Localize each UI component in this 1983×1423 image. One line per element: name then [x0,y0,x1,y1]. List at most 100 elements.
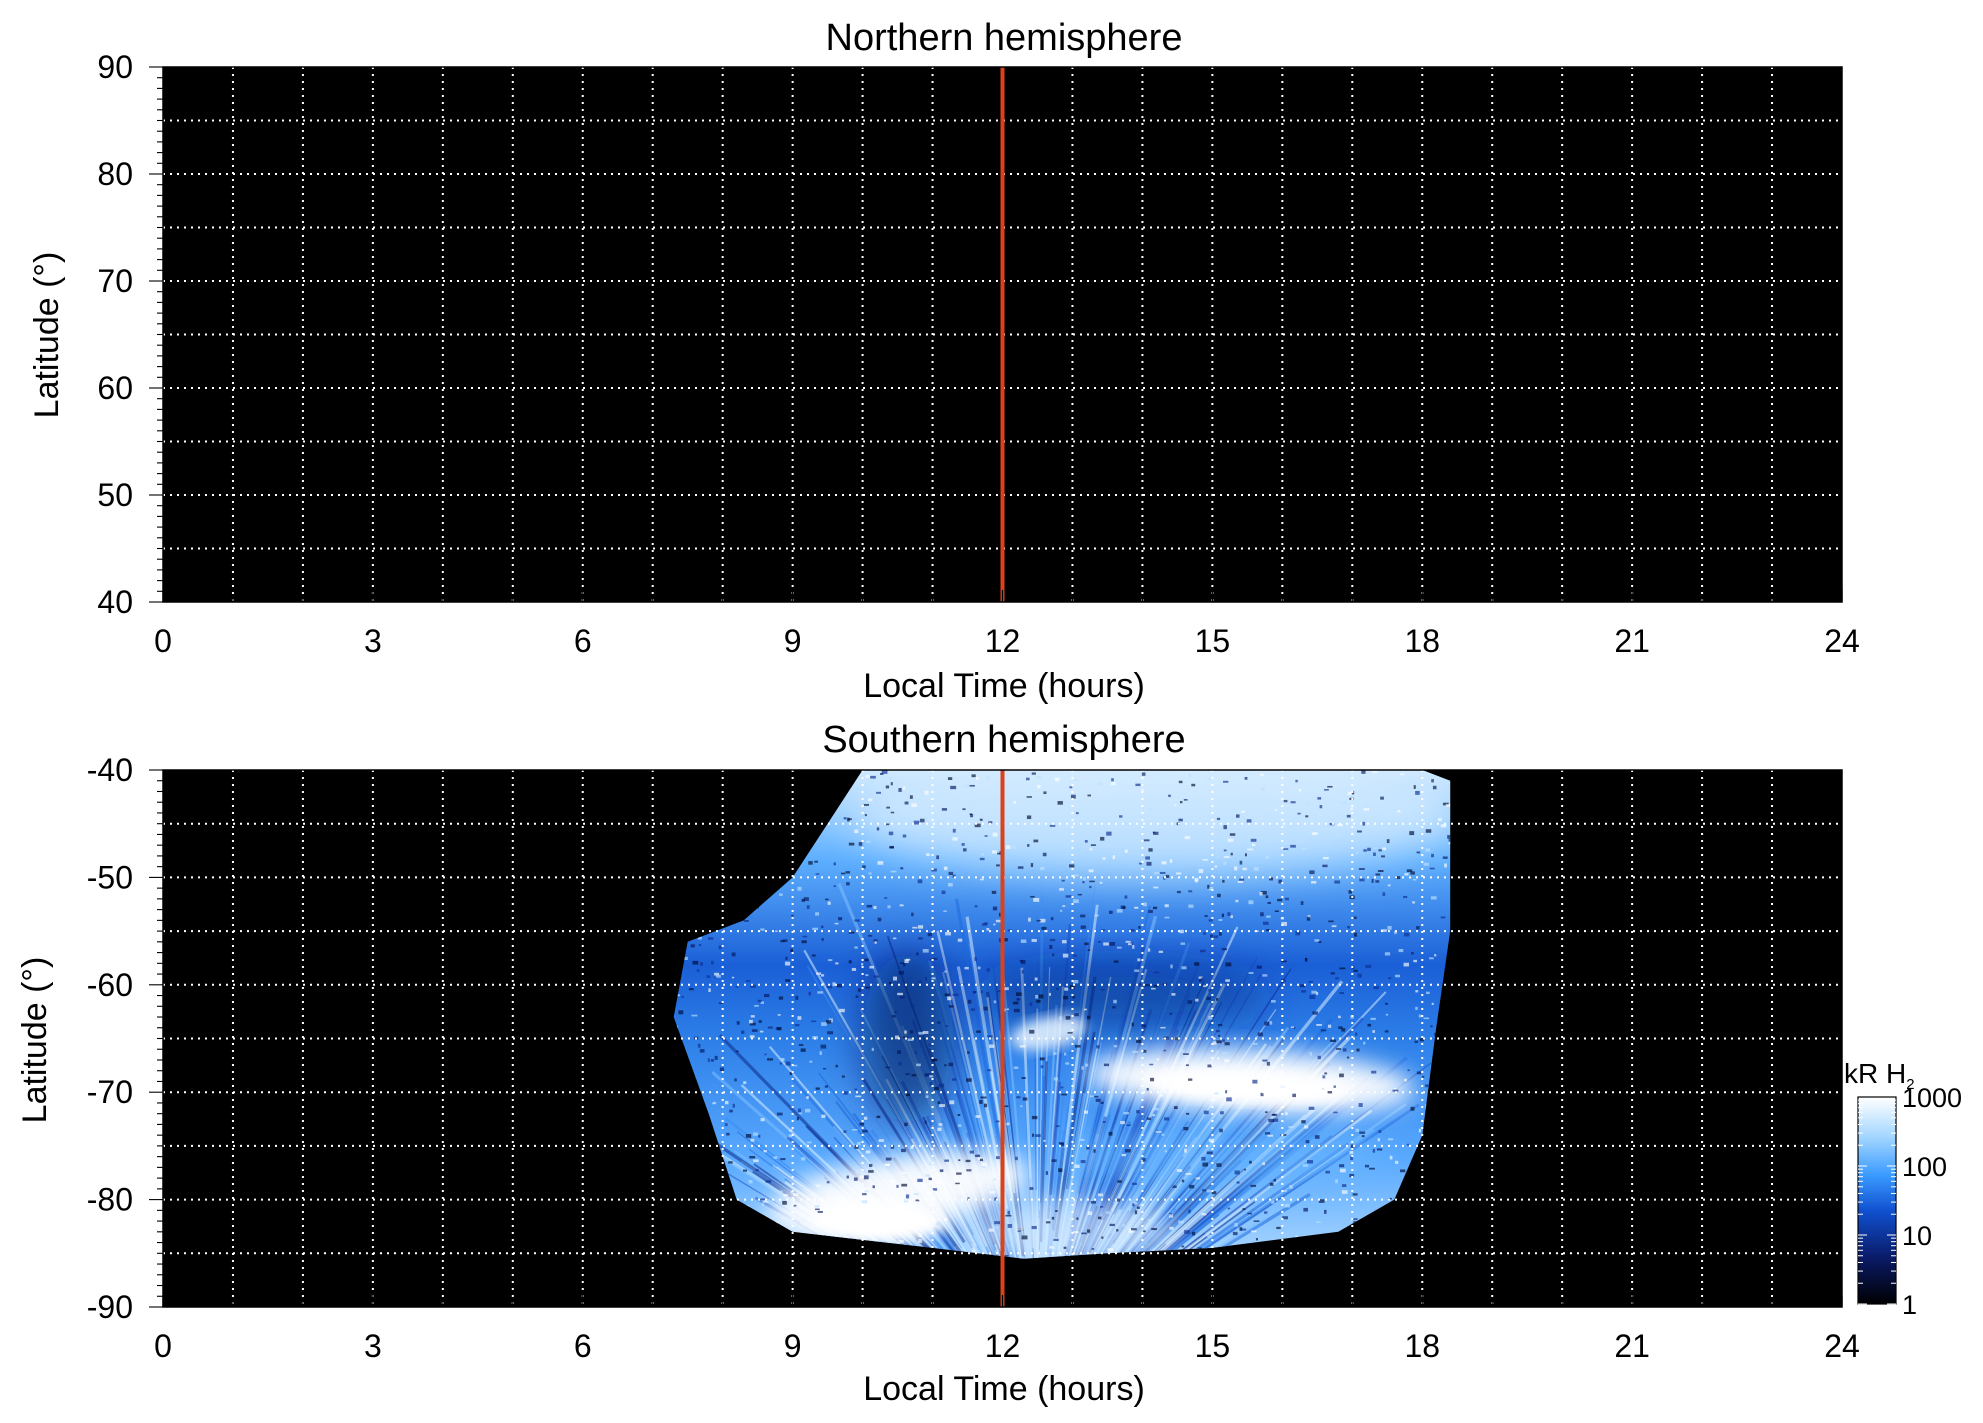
emission-speckle-dot [1387,884,1391,887]
emission-speckle-dot [751,1029,758,1032]
emission-speckle-dot [881,770,888,774]
emission-speckle-dot [1353,916,1357,919]
emission-speckle-dot [833,862,837,866]
emission-speckle-dot [1146,861,1152,866]
emission-speckle-dot [1215,1040,1222,1044]
north-grid [163,67,1842,602]
emission-speckle-dot [1049,945,1053,949]
emission-speckle-dot [819,1051,822,1055]
emission-speckle-dot [1017,866,1024,869]
emission-speckle-dot [943,910,947,913]
emission-speckle-dot [811,954,816,957]
emission-speckle-dot [789,1071,793,1076]
emission-speckle-dot [1253,1220,1260,1223]
emission-speckle-dot [987,1035,993,1038]
emission-speckle-dot [905,1073,910,1075]
emission-speckle-dot [1061,879,1065,882]
emission-speckle-dot [1309,870,1315,875]
emission-speckle-dot [1030,863,1034,868]
emission-speckle-dot [1284,1204,1291,1208]
emission-speckle-dot [1350,1144,1354,1148]
emission-speckle-dot [1064,987,1069,991]
emission-speckle-dot [798,1044,804,1046]
emission-speckle-dot [1108,910,1113,914]
emission-speckle-dot [1207,884,1210,889]
emission-speckle-dot [1136,1039,1142,1043]
emission-speckle-dot [1361,770,1366,774]
emission-speckle-dot [823,1224,828,1227]
emission-speckle-dot [1219,932,1222,936]
emission-speckle-dot [861,1200,868,1204]
y-tick-label: -80 [87,1182,133,1218]
emission-speckle-dot [692,960,699,965]
x-tick-label: 0 [154,1328,172,1364]
emission-speckle-dot [869,965,874,969]
emission-speckle-dot [753,1159,759,1163]
emission-speckle-dot [1334,880,1341,884]
emission-speckle-dot [890,870,897,873]
emission-speckle-dot [1006,845,1011,850]
emission-speckle-dot [797,1108,801,1113]
y-tick-label: -70 [87,1074,133,1110]
emission-speckle-dot [998,912,1002,917]
emission-speckle-dot [1151,1227,1157,1231]
emission-speckle-dot [907,1038,914,1041]
emission-speckle-dot [698,944,702,946]
emission-speckle-dot [1430,1025,1433,1028]
emission-speckle-dot [1402,895,1408,898]
emission-speckle-dot [971,1249,977,1253]
emission-speckle-dot [1285,897,1289,901]
emission-speckle-dot [1022,1097,1028,1101]
emission-speckle-dot [1084,840,1088,843]
emission-speckle-dot [1230,915,1233,919]
emission-speckle-dot [1076,1217,1079,1220]
emission-speckle-dot [1174,804,1177,806]
emission-speckle-dot [1317,797,1322,800]
emission-speckle-dot [983,1103,988,1108]
emission-speckle-dot [865,775,870,778]
emission-speckle-dot [1074,1044,1081,1048]
emission-speckle-dot [1184,1148,1187,1153]
emission-speckle-dot [1107,1248,1114,1252]
emission-speckle-dot [970,1008,975,1011]
colorbar-label-main: kR H [1844,1058,1906,1089]
emission-speckle-dot [988,821,993,824]
emission-speckle-dot [1178,780,1183,784]
emission-speckle-dot [1216,1163,1222,1167]
emission-speckle-dot [1375,880,1380,883]
emission-speckle-dot [1048,830,1052,833]
emission-speckle-dot [1153,886,1159,889]
emission-speckle-dot [760,1118,765,1122]
emission-speckle-dot [1084,942,1089,946]
emission-speckle-dot [909,795,913,799]
emission-speckle-dot [1335,834,1342,837]
emission-speckle-dot [718,945,722,950]
emission-speckle-dot [815,1087,820,1090]
emission-speckle-dot [792,1064,798,1067]
x-tick-label: 3 [364,623,382,659]
emission-speckle-dot [1373,852,1376,856]
x-tick-label: 6 [574,623,592,659]
emission-speckle-dot [922,949,929,953]
x-tick-label: 18 [1404,623,1440,659]
emission-speckle-dot [1125,940,1131,943]
emission-speckle-dot [1256,965,1262,969]
emission-speckle-dot [887,905,891,909]
emission-speckle-dot [1337,823,1343,827]
emission-speckle-dot [1202,1162,1209,1167]
emission-speckle-dot [1251,843,1256,847]
emission-speckle-dot [827,1031,834,1035]
emission-speckle-dot [1096,1045,1100,1049]
emission-speckle-dot [1413,785,1416,789]
emission-speckle-dot [1083,876,1086,881]
emission-speckle-dot [1393,1087,1397,1090]
emission-speckle-dot [932,1188,938,1191]
emission-speckle-dot [821,1022,827,1026]
low-latitude-glow [848,770,1451,878]
emission-speckle-dot [1128,1228,1133,1231]
emission-speckle-dot [815,1208,820,1211]
emission-speckle-dot [806,1096,809,1099]
emission-streak [1039,1035,1043,1210]
emission-speckle-dot [1215,1030,1221,1033]
emission-speckle-dot [952,1078,957,1081]
